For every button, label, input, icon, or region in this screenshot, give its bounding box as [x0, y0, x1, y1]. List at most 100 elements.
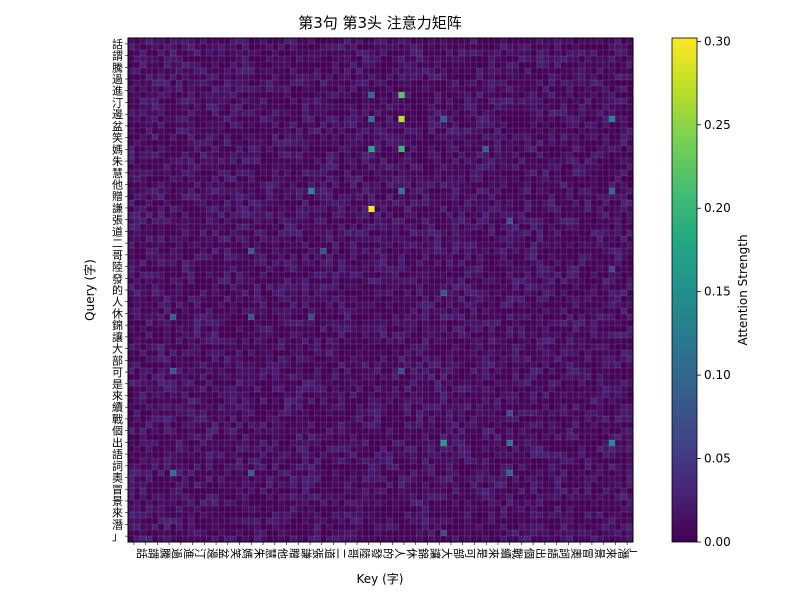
heatmap-cell [158, 356, 165, 363]
heatmap-cell [254, 368, 261, 375]
heatmap-cell [188, 134, 195, 141]
heatmap-cell [290, 254, 297, 261]
heatmap-cell [548, 176, 556, 183]
heatmap-cell [614, 86, 622, 93]
heatmap-cell [542, 362, 550, 369]
heatmap-cell [560, 344, 568, 351]
heatmap-cell [464, 86, 471, 93]
heatmap-cell [608, 164, 616, 171]
heatmap-cell [362, 140, 369, 147]
heatmap-cell [410, 92, 417, 99]
heatmap-cell [242, 122, 249, 129]
heatmap-cell [380, 386, 387, 393]
heatmap-cell [386, 350, 393, 357]
heatmap-cell [188, 62, 195, 69]
heatmap-cell [152, 122, 159, 129]
heatmap-cell [530, 242, 538, 249]
heatmap-cell [242, 92, 249, 99]
heatmap-cell [380, 134, 387, 141]
heatmap-cell [344, 266, 351, 273]
heatmap-cell [200, 104, 207, 111]
heatmap-cell [374, 110, 381, 117]
heatmap-cell [170, 92, 177, 99]
heatmap-cell [596, 206, 604, 213]
heatmap-cell [560, 140, 568, 147]
heatmap-cell [188, 296, 195, 303]
heatmap-cell [548, 212, 556, 219]
heatmap-cell [434, 248, 441, 255]
heatmap-cell [326, 350, 333, 357]
heatmap-cell [242, 296, 249, 303]
heatmap-cell [440, 68, 447, 75]
heatmap-cell [314, 272, 321, 279]
heatmap-cell [458, 380, 465, 387]
heatmap-cell [332, 62, 339, 69]
heatmap-cell [230, 152, 237, 159]
heatmap-cell [320, 290, 327, 297]
heatmap-cell [626, 284, 634, 291]
heatmap-cell [476, 320, 483, 327]
heatmap-cell [428, 86, 435, 93]
heatmap-cell [236, 260, 243, 267]
heatmap-cell [176, 56, 183, 63]
heatmap-cell [440, 200, 447, 207]
heatmap-cell [560, 122, 568, 129]
heatmap-cell [542, 206, 550, 213]
heatmap-cell [560, 98, 568, 105]
heatmap-cell [362, 206, 369, 213]
heatmap-cell [212, 44, 219, 51]
heatmap-cell [578, 68, 586, 75]
heatmap-cell [248, 326, 255, 333]
heatmap-cell [554, 98, 562, 105]
heatmap-cell [308, 68, 315, 75]
heatmap-cell [164, 218, 171, 225]
heatmap-cell [182, 230, 189, 237]
heatmap-cell [350, 74, 357, 81]
heatmap-cell [602, 266, 610, 273]
heatmap-cell [332, 242, 339, 249]
heatmap-cell [200, 164, 207, 171]
heatmap-cell [410, 68, 417, 75]
heatmap-cell [368, 296, 375, 303]
heatmap-cell [524, 344, 532, 351]
heatmap-cell [398, 254, 405, 261]
heatmap-cell [218, 302, 225, 309]
heatmap-cell [254, 230, 261, 237]
heatmap-cell [428, 248, 435, 255]
heatmap-cell [518, 332, 526, 339]
heatmap-cell [272, 134, 279, 141]
heatmap-cell [248, 164, 255, 171]
heatmap-cell [272, 350, 279, 357]
heatmap-cell [518, 296, 526, 303]
heatmap-cell [308, 188, 315, 195]
heatmap-cell [506, 338, 514, 345]
heatmap-cell [350, 158, 357, 165]
heatmap-cell [620, 356, 628, 363]
heatmap-cell [152, 362, 159, 369]
heatmap-cell [374, 248, 381, 255]
heatmap-cell [152, 218, 159, 225]
heatmap-cell [128, 140, 135, 147]
heatmap-cell [338, 266, 345, 273]
heatmap-cell [152, 50, 159, 57]
heatmap-cell [512, 44, 520, 51]
heatmap-cell [152, 182, 159, 189]
heatmap-cell [356, 224, 363, 231]
heatmap-cell [182, 188, 189, 195]
heatmap-cell [182, 206, 189, 213]
heatmap-cell [128, 368, 135, 375]
heatmap-cell [434, 158, 441, 165]
heatmap-cell [356, 116, 363, 123]
heatmap-cell [470, 182, 477, 189]
heatmap-cell [140, 230, 147, 237]
heatmap-cell [458, 278, 465, 285]
heatmap-cell [158, 74, 165, 81]
heatmap-cell [260, 248, 267, 255]
heatmap-cell [506, 104, 514, 111]
heatmap-cell [146, 374, 153, 381]
heatmap-cell [218, 74, 225, 81]
heatmap-cell [476, 200, 483, 207]
heatmap-cell [224, 50, 231, 57]
heatmap-cell [506, 116, 514, 123]
heatmap-cell [404, 314, 411, 321]
